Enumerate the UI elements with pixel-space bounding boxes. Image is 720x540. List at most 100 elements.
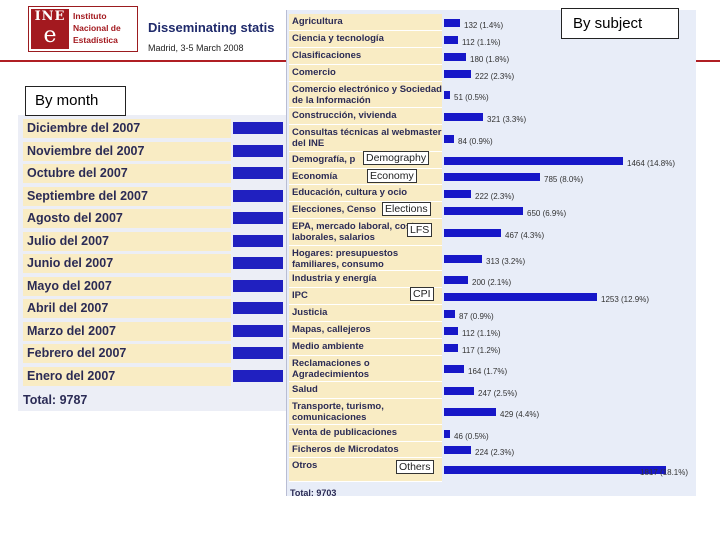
subject-value-label: 222 (2.3%) <box>475 71 515 81</box>
subject-value-label: 313 (3.2%) <box>486 256 526 266</box>
month-total: Total: 9787 <box>23 393 88 407</box>
month-bar <box>233 369 283 382</box>
subject-row-label: Hogares: presupuestos familiares, consum… <box>289 246 442 271</box>
subject-row-label: Comercio <box>289 65 442 82</box>
subject-bar <box>444 408 496 416</box>
subject-row-label: Salud <box>289 382 442 399</box>
subject-row-label: Consultas técnicas al webmaster del INE <box>289 125 442 152</box>
month-bar <box>233 122 283 134</box>
subject-row-label: Mapas, callejeros <box>289 322 442 339</box>
subject-bar <box>444 35 458 44</box>
subject-bar <box>444 446 471 454</box>
month-bar <box>233 212 283 224</box>
callout-economy: Economy <box>367 169 417 183</box>
subject-row-label: Medio ambiente <box>289 339 442 356</box>
subject-value-label: 1817 (18.1%) <box>640 468 689 477</box>
subject-total: Total: 9703 <box>290 488 337 498</box>
month-bar <box>233 347 283 359</box>
subject-row-label: Venta de publicaciones <box>289 425 442 442</box>
callout-elections: Elections <box>382 202 431 216</box>
subject-row-label: Construcción, vivienda <box>289 108 442 125</box>
subject-value-label: 87 (0.9%) <box>459 311 494 321</box>
subject-bar <box>444 91 450 99</box>
subject-row-label: Comercio electrónico y Sociedad de la In… <box>289 82 442 108</box>
by-subject-label: By subject <box>561 8 679 39</box>
by-month-label: By month <box>25 86 126 116</box>
subject-value-label: 112 (1.1%) <box>462 37 501 47</box>
subject-row-label: Agricultura <box>289 14 442 31</box>
subject-row-label: Justicia <box>289 305 442 322</box>
month-bar <box>233 189 283 202</box>
subject-bar <box>444 112 483 121</box>
subject-bar <box>444 228 501 237</box>
subject-value-label: 1253 (12.9%) <box>601 294 650 304</box>
subject-row-label: Reclamaciones o Agradecimientos <box>289 356 442 382</box>
subject-bar <box>444 309 455 318</box>
month-row: Julio del 2007 <box>23 231 231 251</box>
subject-value-label: 467 (4.3%) <box>505 230 545 240</box>
subject-bar <box>444 365 464 373</box>
month-row: Diciembre del 2007 <box>23 119 231 138</box>
subject-value-label: 321 (3.3%) <box>487 114 527 124</box>
subject-value-label: 222 (2.3%) <box>475 191 515 201</box>
subject-bar <box>444 18 460 27</box>
subject-bar <box>444 343 458 352</box>
month-bar <box>233 279 283 292</box>
month-row: Agosto del 2007 <box>23 209 231 228</box>
subject-row-label: Ficheros de Microdatos <box>289 442 442 458</box>
subject-value-label: 51 (0.5%) <box>454 93 489 102</box>
month-row: Marzo del 2007 <box>23 321 231 341</box>
subject-value-label: 200 (2.1%) <box>472 277 512 287</box>
month-row: Octubre del 2007 <box>23 164 231 183</box>
subject-bar <box>444 156 623 165</box>
month-row: Septiembre del 2007 <box>23 186 231 206</box>
subject-value-label: 180 (1.8%) <box>470 54 510 64</box>
subject-value-label: 117 (1.2%) <box>462 345 501 355</box>
month-row: Mayo del 2007 <box>23 276 231 296</box>
subject-value-label: 429 (4.4%) <box>500 410 540 419</box>
month-row: Enero del 2007 <box>23 366 231 386</box>
month-bar <box>233 234 283 247</box>
subject-bar <box>444 275 468 284</box>
month-row: Febrero del 2007 <box>23 344 231 363</box>
month-bar <box>233 257 283 269</box>
callout-lfs: LFS <box>407 223 433 237</box>
callout-demography: Demography <box>363 151 430 165</box>
month-row: Noviembre del 2007 <box>23 141 231 161</box>
ine-logo: INE e Instituto Nacional de Estadística <box>28 6 138 52</box>
subject-bar <box>444 69 471 78</box>
subject-bar <box>444 429 450 438</box>
month-bar <box>233 144 283 157</box>
subject-row-label: Clasificaciones <box>289 48 442 65</box>
month-row: Abril del 2007 <box>23 299 231 318</box>
ine-logo-name: Instituto Nacional de Estadística <box>73 11 121 45</box>
subject-value-label: 650 (6.9%) <box>527 208 567 218</box>
month-bar <box>233 167 283 179</box>
subject-bar <box>444 206 523 215</box>
callout-cpi: CPI <box>410 287 434 301</box>
subject-bar <box>444 292 597 301</box>
subject-value-label: 247 (2.5%) <box>478 388 518 398</box>
subject-bar <box>444 189 471 198</box>
subject-bar <box>444 254 482 263</box>
month-bar <box>233 324 283 337</box>
subject-bar <box>444 386 474 395</box>
month-bar <box>233 302 283 314</box>
subject-value-label: 164 (1.7%) <box>468 367 508 376</box>
subject-bar <box>444 134 454 143</box>
subject-bar <box>444 52 466 61</box>
subject-value-label: 1464 (14.8%) <box>627 158 676 168</box>
subject-value-label: 112 (1.1%) <box>462 328 501 338</box>
conference-title: Disseminating statis <box>148 20 275 35</box>
subject-row-label: Economía <box>289 169 442 185</box>
subject-value-label: 84 (0.9%) <box>458 136 493 146</box>
subject-row-label: Industria y energía <box>289 271 442 288</box>
subject-row-label: Transporte, turismo, comunicaciones <box>289 399 442 425</box>
subject-value-label: 785 (8.0%) <box>544 175 584 184</box>
subject-bar <box>444 326 458 335</box>
subject-value-label: 224 (2.3%) <box>475 448 515 457</box>
callout-others: Others <box>396 460 434 474</box>
conference-date: Madrid, 3-5 March 2008 <box>148 43 244 53</box>
subject-value-label: 132 (1.4%) <box>464 20 504 30</box>
month-row: Junio del 2007 <box>23 254 231 273</box>
